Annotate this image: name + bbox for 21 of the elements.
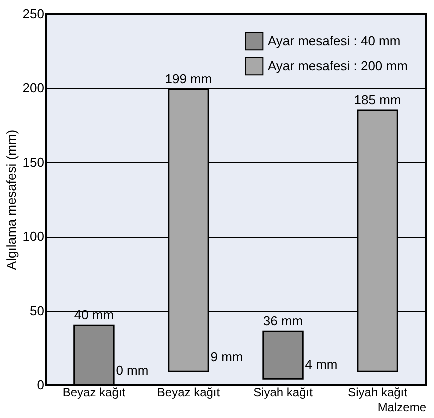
annotation: 9 mm bbox=[210, 350, 244, 365]
annotation: 0 mm bbox=[116, 363, 149, 378]
data-label: 185 mm bbox=[354, 92, 402, 108]
y-tick-label: 100 bbox=[22, 229, 44, 244]
y-tick-label: 0 bbox=[37, 378, 44, 392]
x-tick-label: Beyaz kağıt bbox=[62, 386, 126, 400]
data-label: 199 mm bbox=[165, 72, 212, 87]
x-tick-label: Siyah kağıt bbox=[348, 386, 408, 400]
y-tick-label: 250 bbox=[22, 6, 44, 22]
y-tick-label: 50 bbox=[30, 303, 44, 318]
bar bbox=[262, 330, 304, 380]
y-tick-label: 200 bbox=[22, 80, 44, 96]
legend-label: Ayar mesafesi : 200 mm bbox=[268, 58, 408, 74]
x-axis-title: Malzeme bbox=[378, 400, 427, 414]
legend-label: Ayar mesafesi : 40 mm bbox=[268, 34, 401, 48]
y-tick-label: 150 bbox=[22, 154, 44, 170]
data-label: 36 mm bbox=[263, 314, 304, 329]
x-tick-label: Siyah kağıt bbox=[254, 386, 314, 400]
annotation: 4 mm bbox=[305, 357, 338, 372]
x-tick-label: Beyaz kağıt bbox=[157, 386, 221, 400]
y-axis-title: Algılama mesafesi (mm) bbox=[4, 130, 19, 270]
